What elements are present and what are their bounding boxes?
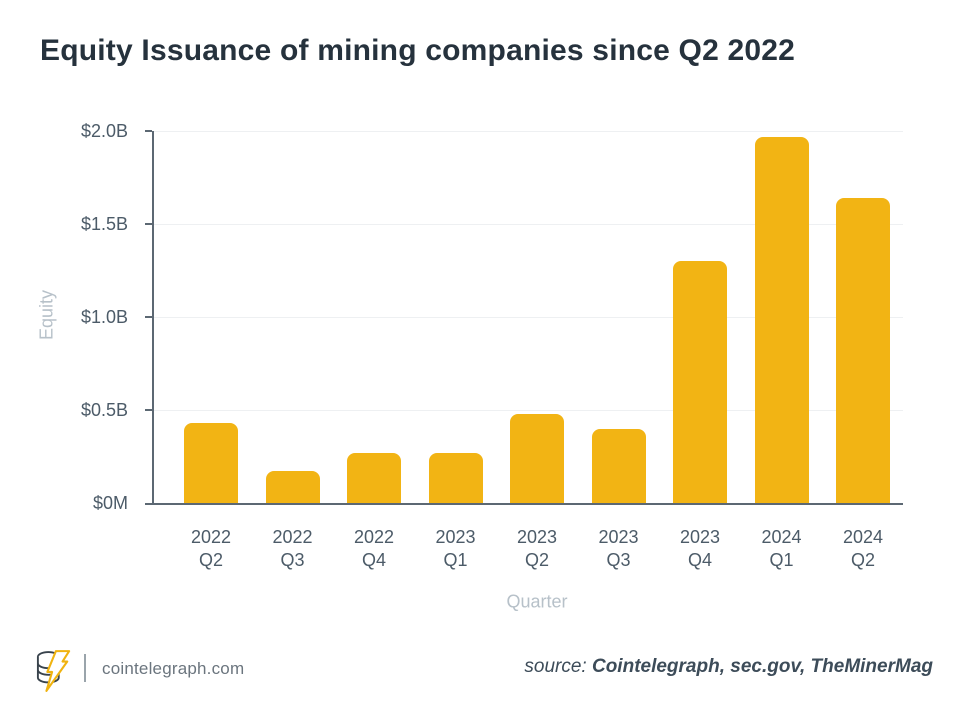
x-tick-label: 2024 Q2: [842, 527, 884, 570]
gridline: [154, 317, 903, 318]
x-tick-label: 2022 Q2: [190, 527, 232, 570]
y-tick-label: $1.5B: [80, 214, 128, 234]
x-tick-label: 2023 Q4: [679, 527, 721, 570]
y-tick-label: $2.0B: [80, 121, 128, 141]
y-axis-tick: [145, 316, 152, 318]
bar-2023-q4: [673, 261, 727, 503]
x-tick-label: 2022 Q3: [272, 527, 313, 570]
bar-2022-q3: [265, 471, 320, 503]
y-axis-line: [152, 131, 154, 505]
bar-2023-q1: [428, 452, 483, 503]
x-tick-label: 2022 Q4: [353, 527, 395, 570]
y-axis-tick: [145, 130, 152, 132]
x-tick-label: 2023 Q3: [598, 527, 639, 570]
gridline: [154, 131, 903, 132]
bar-2023-q3: [591, 428, 646, 503]
x-tick-label: 2023 Q1: [435, 527, 476, 570]
chart-title: Equity Issuance of mining companies sinc…: [40, 34, 796, 67]
site-label: cointelegraph.com: [102, 659, 245, 678]
footer-divider: [84, 654, 86, 682]
footer: cointelegraph.com source: Cointelegraph,…: [0, 640, 975, 700]
bar-2024-q1: [754, 136, 809, 503]
x-tick-label: 2023 Q2: [516, 527, 558, 570]
bar-2022-q4: [347, 452, 401, 503]
gridline: [154, 410, 903, 411]
cointelegraph-logo-icon: [36, 650, 71, 692]
x-axis-line: [145, 503, 903, 505]
y-axis-tick: [145, 409, 152, 411]
y-tick-label: $1.0B: [80, 307, 128, 327]
x-tick-label: 2024 Q1: [761, 527, 802, 570]
bar-2022-q2: [184, 423, 238, 503]
y-axis-tick: [145, 223, 152, 225]
x-axis-title: Quarter: [506, 591, 568, 612]
bar-2024-q2: [836, 197, 890, 503]
y-axis-title: Equity: [36, 289, 57, 341]
gridline: [154, 224, 903, 225]
source-names: Cointelegraph, sec.gov, TheMinerMag: [591, 656, 933, 677]
source-prefix: source:: [524, 656, 587, 677]
bar-2023-q2: [510, 413, 564, 503]
y-tick-label: $0.5B: [80, 400, 128, 420]
source-credit: source: Cointelegraph, sec.gov, TheMiner…: [524, 656, 933, 678]
y-tick-label: $0M: [92, 493, 128, 513]
